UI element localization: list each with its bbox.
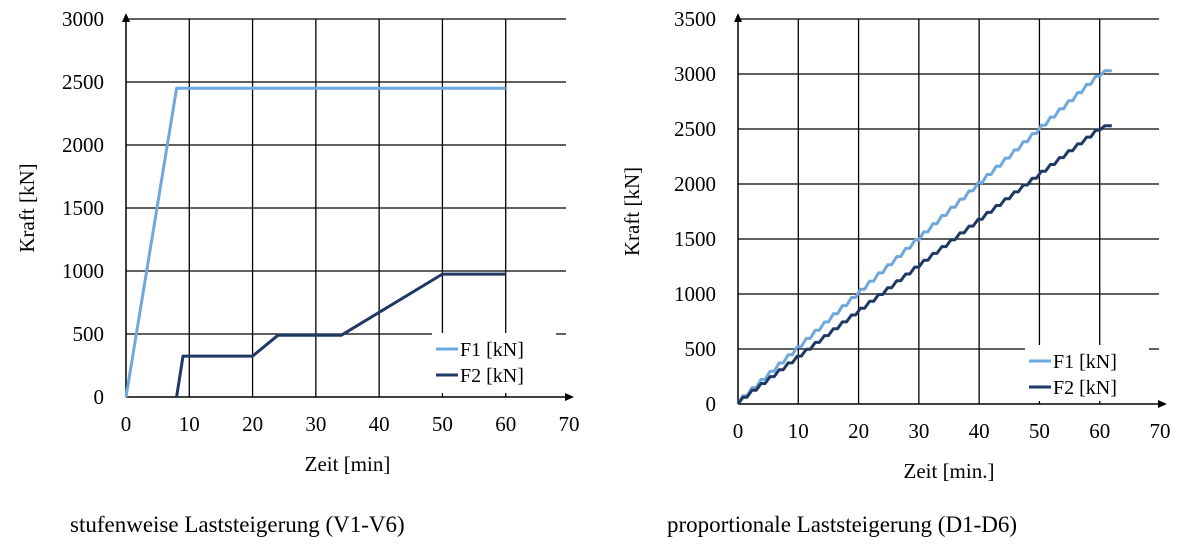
chart-right: 0 10 20 30 40 50 60 70 0 500 1000 1500 2000 2500 3000 3… <box>595 0 1185 558</box>
y-tick-label: 2000 <box>62 133 104 157</box>
grid <box>738 18 1159 404</box>
legend: F1 [kN] F2 [kN] <box>432 333 556 393</box>
x-tick-label: 40 <box>369 412 390 436</box>
chart-right-svg: 0 10 20 30 40 50 60 70 0 500 1000 1500 2000 2500 3000 3… <box>620 7 1171 483</box>
legend-label-1: F1 [kN] <box>1053 351 1117 373</box>
x-tick-label: 20 <box>848 419 869 443</box>
caption-left: stufenweise Laststeigerung (V1-V6) <box>70 512 405 537</box>
series-line-2 <box>175 272 506 398</box>
x-tick-label: 30 <box>305 412 326 436</box>
x-axis-title: Zeit [min.] <box>904 459 995 483</box>
y-tick-label: 3000 <box>62 7 104 31</box>
legend-box <box>432 333 556 393</box>
legend-label-2: F2 [kN] <box>1053 377 1117 399</box>
y-tick-label: 0 <box>706 392 717 416</box>
y-tick-label: 1500 <box>62 196 104 220</box>
y-axis-title: Kraft [kN] <box>15 163 39 252</box>
x-tick-label: 60 <box>495 412 516 436</box>
y-tick-label: 2500 <box>674 117 716 141</box>
legend-box <box>1025 345 1149 401</box>
x-axis-arrow <box>565 393 574 401</box>
x-tick-label: 50 <box>432 412 453 436</box>
y-tick-label: 0 <box>94 385 105 409</box>
y-axis-arrow <box>122 13 130 22</box>
y-tick-label: 2000 <box>674 172 716 196</box>
x-tick-label: 70 <box>1150 419 1171 443</box>
x-axis-arrow <box>1158 400 1167 408</box>
y-axis-title: Kraft [kN] <box>620 167 644 256</box>
chart-left: 0 10 20 30 40 50 60 70 0 500 1000 1500 2000 2500 3000 Z… <box>0 0 590 558</box>
x-tick-label: 0 <box>121 412 132 436</box>
y-tick-label: 500 <box>73 322 105 346</box>
grid <box>126 18 566 397</box>
x-tick-label: 60 <box>1089 419 1110 443</box>
y-tick-label: 1500 <box>674 227 716 251</box>
y-tick-label: 2500 <box>62 70 104 94</box>
x-tick-label: 10 <box>788 419 809 443</box>
legend: F1 [kN] F2 [kN] <box>1025 345 1149 401</box>
y-tick-label: 1000 <box>674 282 716 306</box>
series-line-1 <box>124 86 506 398</box>
x-tick-label: 20 <box>242 412 263 436</box>
x-tick-label: 10 <box>179 412 200 436</box>
y-tick-label: 1000 <box>62 259 104 283</box>
y-tick-label: 3000 <box>674 62 716 86</box>
x-tick-label: 30 <box>908 419 929 443</box>
caption-right: proportionale Laststeigerung (D1-D6) <box>667 512 1018 537</box>
y-tick-label: 500 <box>685 337 717 361</box>
y-axis-arrow <box>734 13 742 22</box>
series-line-1 <box>736 69 1112 405</box>
series-line-2 <box>736 124 1112 405</box>
x-tick-label: 70 <box>559 412 580 436</box>
x-tick-label: 40 <box>969 419 990 443</box>
x-tick-label: 0 <box>733 419 744 443</box>
legend-label-2: F2 [kN] <box>460 365 524 387</box>
legend-label-1: F1 [kN] <box>460 339 524 361</box>
x-axis-title: Zeit [min] <box>305 452 391 476</box>
chart-left-svg: 0 10 20 30 40 50 60 70 0 500 1000 1500 2000 2500 3000 Z… <box>15 7 580 476</box>
y-tick-label: 3500 <box>674 7 716 31</box>
x-tick-label: 50 <box>1029 419 1050 443</box>
